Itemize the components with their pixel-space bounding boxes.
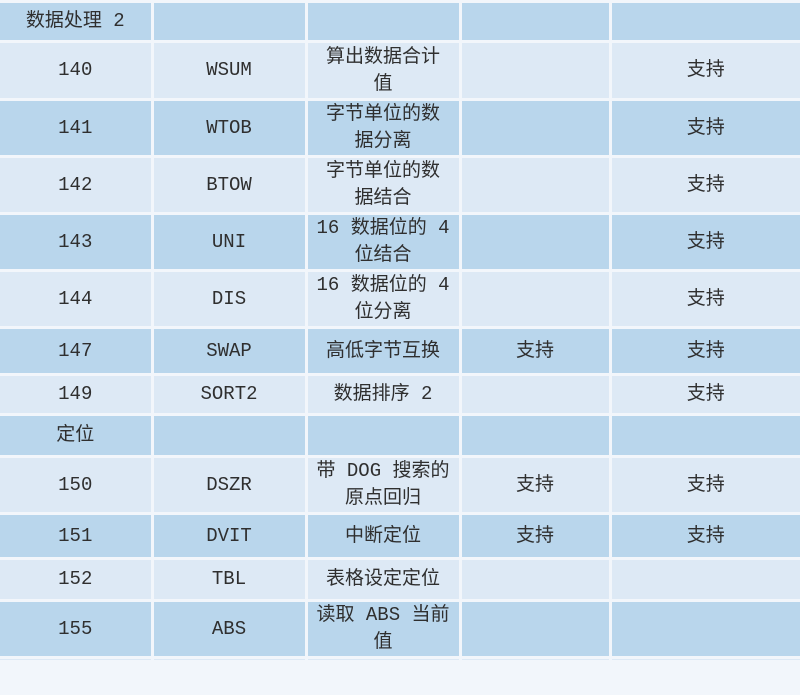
table-row: 151 DVIT 中断定位 支持 支持 bbox=[0, 512, 800, 560]
col-support-b-cell bbox=[608, 0, 800, 43]
partial-next-row bbox=[0, 656, 800, 661]
table-row: 149 SORT2 数据排序 2 支持 bbox=[0, 373, 800, 416]
col-support-b-cell: 支持 bbox=[608, 373, 800, 416]
table-row: 140 WSUM 算出数据合计 值 支持 bbox=[0, 40, 800, 101]
col-desc-cell bbox=[304, 413, 462, 458]
col-support-b-cell: 支持 bbox=[608, 40, 800, 101]
col-support-a-cell: 支持 bbox=[458, 326, 612, 376]
col-number-cell: 144 bbox=[0, 269, 154, 329]
col-desc-cell bbox=[304, 0, 462, 43]
partial-cell bbox=[304, 656, 462, 660]
col-support-a-cell bbox=[458, 557, 612, 602]
col-code-cell: WTOB bbox=[150, 98, 308, 158]
table-row: 152 TBL 表格设定定位 bbox=[0, 557, 800, 602]
col-support-b-cell: 支持 bbox=[608, 212, 800, 272]
col-support-b-cell: 支持 bbox=[608, 326, 800, 376]
col-code-cell: TBL bbox=[150, 557, 308, 602]
col-support-a-cell bbox=[458, 373, 612, 416]
col-support-b-cell: 支持 bbox=[608, 455, 800, 515]
col-number-cell: 151 bbox=[0, 512, 154, 560]
col-desc-cell: 字节单位的数 据分离 bbox=[304, 98, 462, 158]
col-support-b-cell: 支持 bbox=[608, 512, 800, 560]
section-row: 数据处理 2 bbox=[0, 0, 800, 43]
col-support-a-cell bbox=[458, 599, 612, 659]
col-desc-cell: 字节单位的数 据结合 bbox=[304, 155, 462, 215]
table-row: 143 UNI 16 数据位的 4 位结合 支持 bbox=[0, 212, 800, 272]
col-support-b-cell: 支持 bbox=[608, 269, 800, 329]
section-label-cell: 定位 bbox=[0, 413, 154, 458]
col-number-cell: 152 bbox=[0, 557, 154, 602]
col-support-b-cell: 支持 bbox=[608, 98, 800, 158]
col-number-cell: 140 bbox=[0, 40, 154, 101]
col-code-cell: DSZR bbox=[150, 455, 308, 515]
col-number-cell: 143 bbox=[0, 212, 154, 272]
col-support-b-cell bbox=[608, 413, 800, 458]
col-support-a-cell bbox=[458, 98, 612, 158]
col-number-cell: 155 bbox=[0, 599, 154, 659]
section-label-cell: 数据处理 2 bbox=[0, 0, 154, 43]
col-support-a-cell bbox=[458, 413, 612, 458]
col-code-cell: UNI bbox=[150, 212, 308, 272]
col-support-a-cell: 支持 bbox=[458, 455, 612, 515]
col-desc-cell: 16 数据位的 4 位分离 bbox=[304, 269, 462, 329]
partial-cell bbox=[0, 656, 154, 661]
col-support-a-cell bbox=[458, 0, 612, 43]
col-code-cell: WSUM bbox=[150, 40, 308, 101]
col-support-b-cell: 支持 bbox=[608, 155, 800, 215]
table-row: 144 DIS 16 数据位的 4 位分离 支持 bbox=[0, 269, 800, 329]
col-code-cell bbox=[150, 413, 308, 458]
col-code-cell: BTOW bbox=[150, 155, 308, 215]
col-desc-cell: 算出数据合计 值 bbox=[304, 40, 462, 101]
col-code-cell bbox=[150, 0, 308, 43]
instruction-table: 数据处理 2 140 WSUM 算出数据合计 值 支持 141 WTOB 字节单… bbox=[0, 0, 800, 661]
table-row: 150 DSZR 带 DOG 搜索的 原点回归 支持 支持 bbox=[0, 455, 800, 515]
col-support-a-cell bbox=[458, 155, 612, 215]
col-support-a-cell bbox=[458, 40, 612, 101]
table-row: 155 ABS 读取 ABS 当前 值 bbox=[0, 599, 800, 659]
col-desc-cell: 高低字节互换 bbox=[304, 326, 462, 376]
col-number-cell: 141 bbox=[0, 98, 154, 158]
col-code-cell: SWAP bbox=[150, 326, 308, 376]
col-desc-cell: 数据排序 2 bbox=[304, 373, 462, 416]
col-number-cell: 142 bbox=[0, 155, 154, 215]
col-number-cell: 147 bbox=[0, 326, 154, 376]
col-support-a-cell bbox=[458, 269, 612, 329]
col-code-cell: ABS bbox=[150, 599, 308, 659]
table-row: 147 SWAP 高低字节互换 支持 支持 bbox=[0, 326, 800, 376]
col-desc-cell: 表格设定定位 bbox=[304, 557, 462, 602]
col-support-b-cell bbox=[608, 599, 800, 659]
table-row: 141 WTOB 字节单位的数 据分离 支持 bbox=[0, 98, 800, 158]
col-desc-cell: 读取 ABS 当前 值 bbox=[304, 599, 462, 659]
table-row: 142 BTOW 字节单位的数 据结合 支持 bbox=[0, 155, 800, 215]
col-desc-cell: 16 数据位的 4 位结合 bbox=[304, 212, 462, 272]
col-code-cell: SORT2 bbox=[150, 373, 308, 416]
partial-cell bbox=[608, 656, 800, 661]
col-code-cell: DIS bbox=[150, 269, 308, 329]
col-number-cell: 149 bbox=[0, 373, 154, 416]
col-code-cell: DVIT bbox=[150, 512, 308, 560]
col-support-a-cell bbox=[458, 212, 612, 272]
col-desc-cell: 中断定位 bbox=[304, 512, 462, 560]
partial-cell bbox=[150, 656, 308, 660]
col-support-b-cell bbox=[608, 557, 800, 602]
section-row: 定位 bbox=[0, 413, 800, 458]
col-number-cell: 150 bbox=[0, 455, 154, 515]
col-support-a-cell: 支持 bbox=[458, 512, 612, 560]
col-desc-cell: 带 DOG 搜索的 原点回归 bbox=[304, 455, 462, 515]
partial-cell bbox=[458, 656, 612, 660]
